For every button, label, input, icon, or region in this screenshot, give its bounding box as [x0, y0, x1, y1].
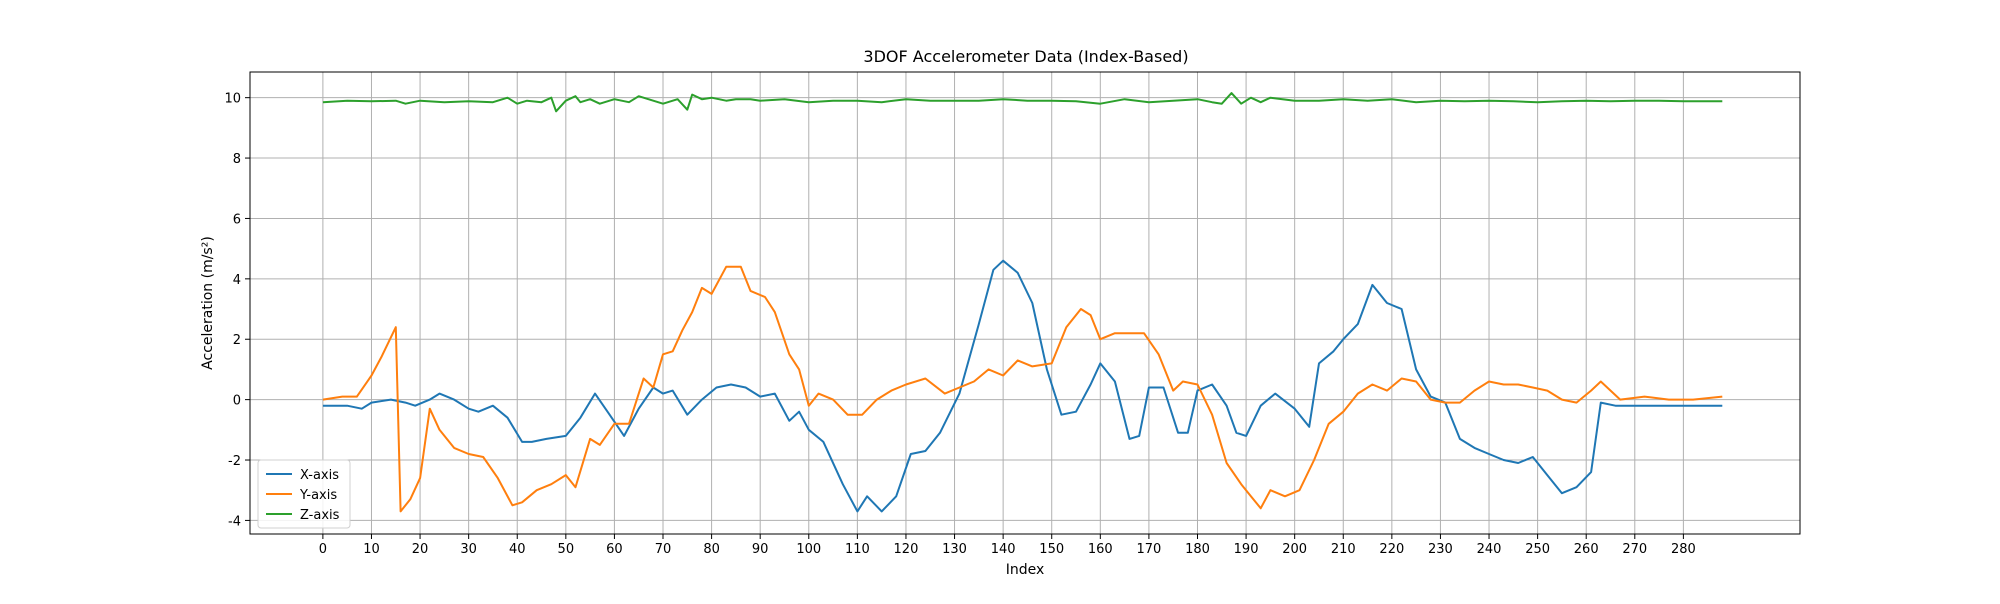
x-tick-label: 220 [1379, 542, 1404, 557]
y-axis-label: Acceleration (m/s²) [200, 236, 216, 370]
x-axis-series-line [322, 259, 1723, 513]
x-tick-label: 20 [412, 542, 429, 557]
x-tick-label: 40 [509, 542, 526, 557]
plot-frame [249, 71, 1801, 535]
x-tick-label: 240 [1477, 542, 1502, 557]
x-tick-label: 120 [894, 542, 919, 557]
x-tick-label: 180 [1185, 542, 1210, 557]
z-axis-series-line [322, 92, 1723, 113]
x-tick-label: 50 [558, 542, 575, 557]
axis-ticks: 0 10 20 30 40 50 60 70 80 90 100 110 120 130 140 150 160… [224, 92, 1695, 557]
chart-title: 3DOF Accelerometer Data (Index-Based) [863, 47, 1188, 66]
x-tick-label: 30 [460, 542, 477, 557]
legend-label-z-axis: Z-axis [300, 508, 340, 523]
x-tick-label: 100 [796, 542, 821, 557]
y-tick-label: 6 [233, 212, 241, 227]
legend-label-y-axis: Y-axis [299, 488, 337, 503]
legend-box [257, 459, 351, 529]
x-tick-label: 150 [1039, 542, 1064, 557]
x-tick-label: 280 [1671, 542, 1696, 557]
y-tick-label: 2 [233, 333, 241, 348]
x-tick-label: 210 [1331, 542, 1356, 557]
x-tick-label: 200 [1282, 542, 1307, 557]
x-tick-label: 60 [606, 542, 623, 557]
x-tick-label: 140 [991, 542, 1016, 557]
x-tick-label: 70 [655, 542, 672, 557]
legend-label-x-axis: X-axis [300, 468, 339, 483]
series-lines [322, 92, 1723, 513]
x-tick-label: 190 [1234, 542, 1259, 557]
x-tick-label: 110 [845, 542, 870, 557]
grid-lines [250, 72, 1800, 534]
x-tick-label: 0 [319, 542, 327, 557]
x-tick-label: 270 [1622, 542, 1647, 557]
y-tick-label: 8 [233, 152, 241, 167]
x-tick-label: 230 [1428, 542, 1453, 557]
x-axis-label: Index [1006, 562, 1045, 578]
x-tick-label: 130 [942, 542, 967, 557]
y-tick-label: 4 [233, 273, 241, 288]
x-tick-label: 10 [363, 542, 380, 557]
y-tick-label: 0 [233, 394, 241, 409]
y-axis-series-line [322, 265, 1723, 513]
x-tick-label: 250 [1525, 542, 1550, 557]
x-tick-label: 260 [1574, 542, 1599, 557]
y-tick-label: -2 [228, 454, 241, 469]
y-tick-label: 10 [224, 92, 241, 107]
legend: X-axis Y-axis Z-axis [257, 459, 351, 529]
y-tick-label: -4 [228, 514, 241, 529]
x-tick-label: 80 [703, 542, 720, 557]
x-tick-label: 90 [752, 542, 769, 557]
x-tick-label: 170 [1136, 542, 1161, 557]
x-tick-label: 160 [1088, 542, 1113, 557]
